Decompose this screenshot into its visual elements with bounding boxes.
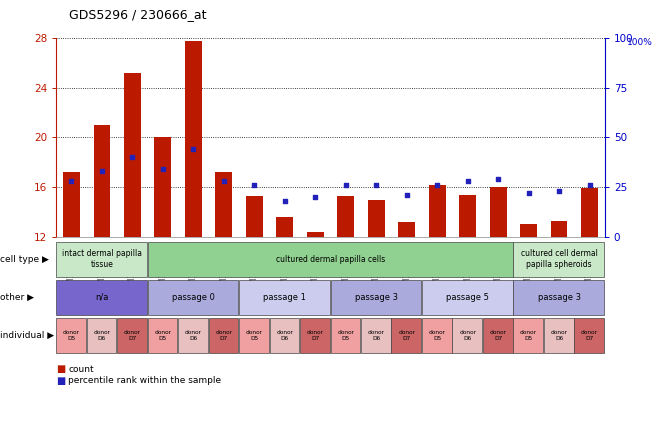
Bar bbox=[490, 187, 506, 237]
Bar bbox=[551, 221, 568, 237]
Bar bbox=[215, 172, 232, 237]
Bar bbox=[459, 195, 476, 237]
Bar bbox=[93, 125, 110, 237]
Text: donor
D6: donor D6 bbox=[185, 330, 202, 341]
Text: cultured cell dermal
papilla spheroids: cultured cell dermal papilla spheroids bbox=[521, 250, 598, 269]
Text: donor
D7: donor D7 bbox=[215, 330, 232, 341]
Point bbox=[371, 182, 381, 189]
Point bbox=[432, 182, 442, 189]
Text: donor
D7: donor D7 bbox=[307, 330, 324, 341]
Bar bbox=[307, 232, 324, 237]
Text: percentile rank within the sample: percentile rank within the sample bbox=[68, 376, 221, 385]
Text: donor
D6: donor D6 bbox=[93, 330, 110, 341]
Point bbox=[524, 190, 534, 197]
Bar bbox=[368, 200, 385, 237]
Text: donor
D5: donor D5 bbox=[246, 330, 263, 341]
Point bbox=[66, 178, 77, 184]
Bar bbox=[399, 222, 415, 237]
Text: 100%: 100% bbox=[627, 38, 652, 47]
Point bbox=[97, 168, 107, 175]
Bar bbox=[124, 73, 141, 237]
Point bbox=[340, 182, 351, 189]
Text: donor
D5: donor D5 bbox=[520, 330, 537, 341]
Text: donor
D6: donor D6 bbox=[368, 330, 385, 341]
Text: passage 5: passage 5 bbox=[446, 293, 489, 302]
Bar bbox=[581, 188, 598, 237]
Text: passage 3: passage 3 bbox=[537, 293, 580, 302]
Text: donor
D7: donor D7 bbox=[124, 330, 141, 341]
Point bbox=[280, 198, 290, 204]
Point bbox=[219, 178, 229, 184]
Text: donor
D5: donor D5 bbox=[429, 330, 446, 341]
Bar bbox=[276, 217, 293, 237]
Text: donor
D6: donor D6 bbox=[459, 330, 476, 341]
Point bbox=[401, 192, 412, 198]
Bar bbox=[155, 137, 171, 237]
Text: passage 3: passage 3 bbox=[355, 293, 398, 302]
Text: donor
D5: donor D5 bbox=[63, 330, 80, 341]
Point bbox=[188, 146, 199, 153]
Point bbox=[554, 188, 564, 195]
Text: passage 0: passage 0 bbox=[172, 293, 215, 302]
Text: n/a: n/a bbox=[95, 293, 108, 302]
Text: individual ▶: individual ▶ bbox=[0, 331, 54, 340]
Text: other ▶: other ▶ bbox=[0, 293, 34, 302]
Bar bbox=[246, 196, 262, 237]
Text: passage 1: passage 1 bbox=[263, 293, 306, 302]
Text: donor
D6: donor D6 bbox=[276, 330, 293, 341]
Bar bbox=[429, 185, 446, 237]
Text: donor
D7: donor D7 bbox=[398, 330, 415, 341]
Bar bbox=[520, 225, 537, 237]
Text: cell type ▶: cell type ▶ bbox=[0, 255, 49, 264]
Text: donor
D6: donor D6 bbox=[551, 330, 568, 341]
Text: donor
D5: donor D5 bbox=[337, 330, 354, 341]
Text: intact dermal papilla
tissue: intact dermal papilla tissue bbox=[62, 250, 142, 269]
Text: cultured dermal papilla cells: cultured dermal papilla cells bbox=[276, 255, 385, 264]
Point bbox=[157, 166, 168, 173]
Point bbox=[493, 176, 504, 183]
Point bbox=[127, 154, 137, 161]
Bar bbox=[63, 172, 80, 237]
Bar bbox=[185, 41, 202, 237]
Point bbox=[463, 178, 473, 184]
Text: donor
D7: donor D7 bbox=[581, 330, 598, 341]
Text: donor
D5: donor D5 bbox=[155, 330, 171, 341]
Point bbox=[584, 182, 595, 189]
Bar bbox=[337, 196, 354, 237]
Text: count: count bbox=[68, 365, 94, 374]
Point bbox=[310, 194, 321, 201]
Text: GDS5296 / 230666_at: GDS5296 / 230666_at bbox=[69, 8, 207, 21]
Point bbox=[249, 182, 260, 189]
Text: ■: ■ bbox=[56, 376, 65, 386]
Text: donor
D7: donor D7 bbox=[490, 330, 506, 341]
Text: ■: ■ bbox=[56, 364, 65, 374]
